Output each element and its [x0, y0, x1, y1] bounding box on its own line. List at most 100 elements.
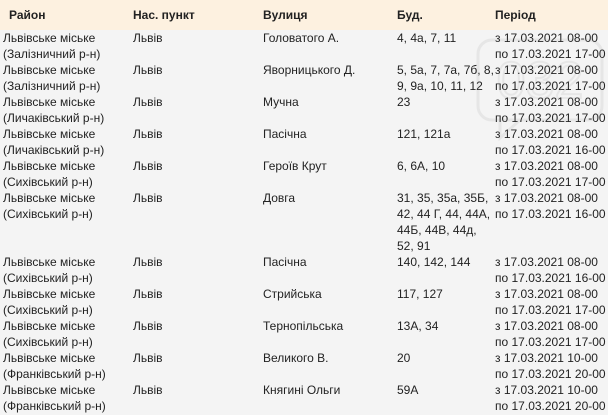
- houses-cell: 59А: [397, 382, 495, 414]
- house-numbers: 31, 35, 35а, 35Б, 42, 44 Г, 44, 44А, 44Б…: [397, 191, 491, 253]
- street-name: Мучна: [263, 95, 299, 109]
- district-subdivision: (Сихівський р-н): [3, 335, 93, 349]
- period-cell: з 17.03.2021 08-00 по 17.03.2021 17-00: [495, 286, 608, 318]
- city-cell: Львів: [133, 382, 263, 414]
- house-numbers: 6, 6А, 10: [397, 159, 446, 173]
- period-cell: з 17.03.2021 08-00 по 17.03.2021 16-00: [495, 254, 608, 286]
- city-cell: Львів: [133, 190, 263, 254]
- street-name: Великого В.: [263, 351, 329, 365]
- street-cell: Яворницького Д.: [263, 62, 397, 94]
- district-name: Львівське міське: [3, 351, 96, 365]
- houses-cell: 117, 127: [397, 286, 495, 318]
- district-cell: Львівське міське (Сихівський р-н): [0, 190, 133, 254]
- house-numbers: 5, 5а, 7, 7а, 7б, 8, 9, 9а, 10, 11, 12: [397, 63, 494, 93]
- period-to: по 17.03.2021 16-00: [495, 271, 606, 285]
- city-name: Львів: [133, 319, 163, 333]
- table-row: Львівське міське (Залізничний р-н) Львів Яв…: [0, 62, 608, 94]
- header-district: Район: [0, 0, 133, 30]
- district-subdivision: (Сихівський р-н): [3, 207, 93, 221]
- city-cell: Львів: [133, 286, 263, 318]
- table-row: Львівське міське (Франківський р-н) Львів В…: [0, 350, 608, 382]
- street-cell: Пасічна: [263, 254, 397, 286]
- period-to: по 17.03.2021 16-00: [495, 207, 606, 221]
- district-subdivision: (Сихівський р-н): [3, 303, 93, 317]
- district-subdivision: (Личаківський р-н): [3, 143, 105, 157]
- city-cell: Львів: [133, 254, 263, 286]
- house-numbers: 59А: [397, 383, 419, 397]
- city-name: Львів: [133, 31, 163, 45]
- table-row: Львівське міське (Личаківський р-н) Львів М…: [0, 94, 608, 126]
- city-name: Львів: [133, 255, 163, 269]
- city-name: Львів: [133, 351, 163, 365]
- period-to: по 17.03.2021 17-00: [495, 335, 606, 349]
- district-name: Львівське міське: [3, 255, 96, 269]
- header-period: Період: [495, 0, 608, 30]
- houses-cell: 13А, 34: [397, 318, 495, 350]
- period-cell: з 17.03.2021 10-00 по 17.03.2021 20-00: [495, 350, 608, 382]
- period-cell: з 17.03.2021 08-00 по 17.03.2021 17-00: [495, 62, 608, 94]
- city-cell: Львів: [133, 350, 263, 382]
- table-row: Львівське міське (Личаківський р-н) Львів П…: [0, 126, 608, 158]
- district-subdivision: (Сихівський р-н): [3, 175, 93, 189]
- period-to: по 17.03.2021 17-00: [495, 175, 606, 189]
- table-row: Львівське міське (Сихівський р-н) Львів Стр…: [0, 286, 608, 318]
- city-cell: Львів: [133, 158, 263, 190]
- street-cell: Мучна: [263, 94, 397, 126]
- period-to: по 17.03.2021 17-00: [495, 79, 606, 93]
- houses-cell: 121, 121а: [397, 126, 495, 158]
- houses-cell: 20: [397, 350, 495, 382]
- district-cell: Львівське міське (Франківський р-н): [0, 350, 133, 382]
- city-cell: Львів: [133, 126, 263, 158]
- city-cell: Львів: [133, 62, 263, 94]
- district-subdivision: (Сихівський р-н): [3, 271, 93, 285]
- table-row: Львівське міське (Сихівський р-н) Львів Дов…: [0, 190, 608, 254]
- district-subdivision: (Франківський р-н): [3, 367, 106, 381]
- header-city: Нас. пункт: [133, 0, 263, 30]
- period-from: з 17.03.2021 08-00: [495, 319, 598, 333]
- street-name: Тернопільська: [263, 319, 344, 333]
- district-cell: Львівське міське (Личаківський р-н): [0, 94, 133, 126]
- district-name: Львівське міське: [3, 287, 96, 301]
- period-from: з 17.03.2021 08-00: [495, 95, 598, 109]
- district-name: Львівське міське: [3, 127, 96, 141]
- period-to: по 17.03.2021 17-00: [495, 111, 606, 125]
- street-name: Яворницького Д.: [263, 63, 356, 77]
- period-from: з 17.03.2021 10-00: [495, 351, 598, 365]
- district-subdivision: (Залізничний р-н): [3, 79, 101, 93]
- city-name: Львів: [133, 95, 163, 109]
- city-name: Львів: [133, 383, 163, 397]
- street-name: Пасічна: [263, 255, 307, 269]
- period-from: з 17.03.2021 10-00: [495, 383, 598, 397]
- street-name: Стрийська: [263, 287, 322, 301]
- header-houses: Буд.: [397, 0, 495, 30]
- street-cell: Довга: [263, 190, 397, 254]
- street-cell: Стрийська: [263, 286, 397, 318]
- street-name: Довга: [263, 191, 296, 205]
- street-cell: Тернопільська: [263, 318, 397, 350]
- table-header-row: Район Нас. пункт Вулиця Буд. Період: [0, 0, 608, 30]
- street-name: Головатого А.: [263, 31, 340, 45]
- period-cell: з 17.03.2021 08-00 по 17.03.2021 17-00: [495, 158, 608, 190]
- period-cell: з 17.03.2021 08-00 по 17.03.2021 17-00: [495, 318, 608, 350]
- house-numbers: 140, 142, 144: [397, 255, 471, 269]
- district-name: Львівське міське: [3, 319, 96, 333]
- period-from: з 17.03.2021 08-00: [495, 255, 598, 269]
- houses-cell: 5, 5а, 7, 7а, 7б, 8, 9, 9а, 10, 11, 12: [397, 62, 495, 94]
- house-numbers: 117, 127: [397, 287, 443, 301]
- period-to: по 17.03.2021 17-00: [495, 47, 606, 61]
- district-name: Львівське міське: [3, 63, 96, 77]
- city-name: Львів: [133, 63, 163, 77]
- period-to: по 17.03.2021 20-00: [495, 367, 606, 381]
- street-cell: Головатого А.: [263, 30, 397, 62]
- house-numbers: 23: [397, 95, 411, 109]
- period-to: по 17.03.2021 16-00: [495, 143, 606, 157]
- houses-cell: 31, 35, 35а, 35Б, 42, 44 Г, 44, 44А, 44Б…: [397, 190, 495, 254]
- period-from: з 17.03.2021 08-00: [495, 127, 598, 141]
- district-subdivision: (Франківський р-н): [3, 399, 106, 413]
- period-from: з 17.03.2021 08-00: [495, 287, 598, 301]
- houses-cell: 4, 4а, 7, 11: [397, 30, 495, 62]
- house-numbers: 121, 121а: [397, 127, 451, 141]
- street-name: Героїв Крут: [263, 159, 327, 173]
- city-name: Львів: [133, 287, 163, 301]
